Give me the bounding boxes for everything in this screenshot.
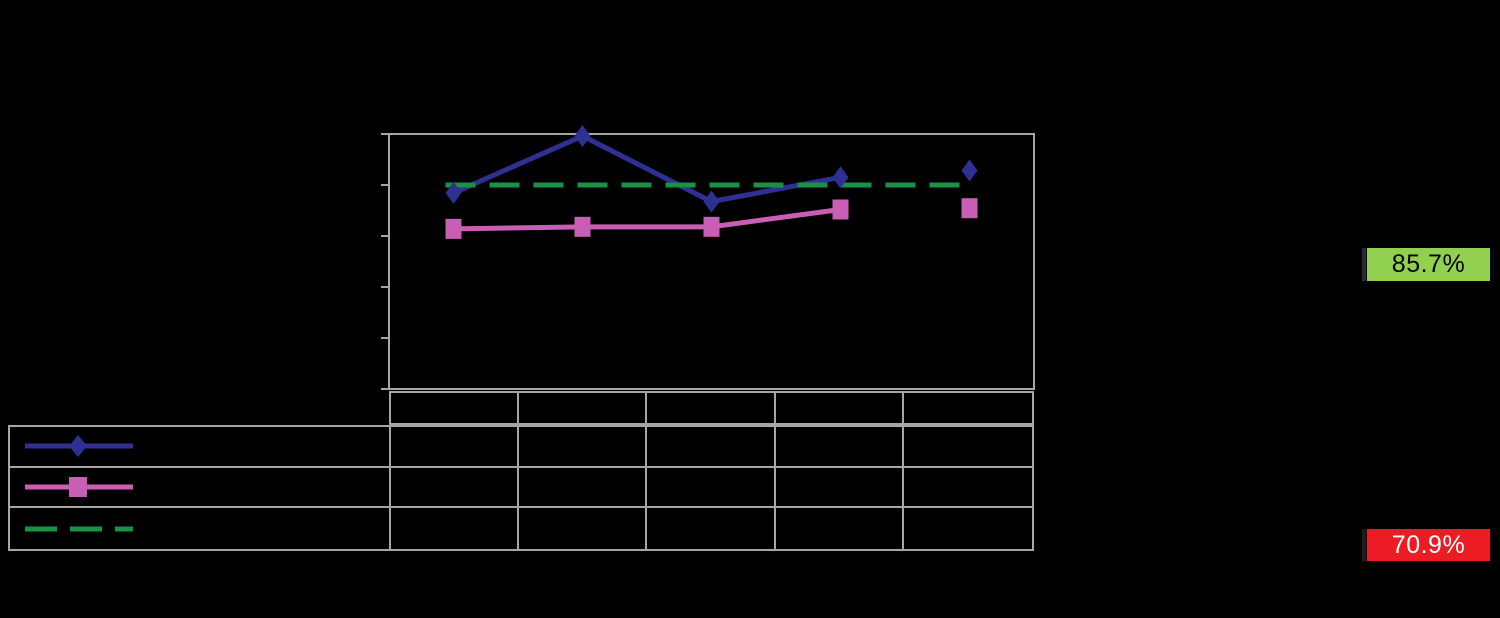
square-marker-icon bbox=[574, 216, 591, 237]
table-cell bbox=[647, 508, 776, 549]
diamond-marker-icon bbox=[961, 159, 978, 182]
square-marker-icon bbox=[445, 218, 462, 239]
data-table bbox=[8, 425, 1034, 551]
series-line-square bbox=[453, 207, 841, 232]
table-cell bbox=[904, 508, 1032, 549]
badge-value: 70.9% bbox=[1391, 530, 1466, 559]
dashed-line-marker-icon bbox=[25, 526, 133, 532]
table-cell bbox=[775, 467, 904, 509]
diamond-marker-icon bbox=[445, 181, 462, 204]
table-cell bbox=[647, 427, 776, 468]
table-cell bbox=[776, 508, 904, 549]
table-header-cell bbox=[647, 393, 776, 423]
plot-area bbox=[388, 133, 1035, 390]
table-cell bbox=[519, 467, 648, 509]
table-cell bbox=[391, 508, 520, 549]
diamond-marker-icon bbox=[574, 125, 591, 148]
metric-badge-green: 85.7% bbox=[1367, 248, 1490, 281]
table-cell bbox=[903, 427, 1032, 468]
table-cell bbox=[519, 427, 648, 468]
table-cell bbox=[647, 467, 776, 509]
table-header-row bbox=[389, 391, 1034, 425]
square-marker-icon bbox=[832, 199, 849, 220]
diamond-marker-icon bbox=[25, 435, 133, 458]
metric-badge-red: 70.9% bbox=[1367, 529, 1490, 561]
table-cell bbox=[391, 467, 520, 509]
badge-value: 85.7% bbox=[1391, 250, 1466, 278]
table-header-cell bbox=[519, 393, 648, 423]
table-header-cell bbox=[904, 393, 1032, 423]
square-marker-icon bbox=[703, 216, 720, 237]
diamond-marker-icon bbox=[832, 166, 849, 189]
legend-cell bbox=[10, 467, 391, 509]
table-header-cell bbox=[391, 393, 520, 423]
square-marker-icon bbox=[25, 476, 133, 497]
table-cell bbox=[775, 427, 904, 468]
series-line-diamond bbox=[452, 133, 841, 205]
square-marker-icon bbox=[961, 198, 978, 219]
diamond-marker-icon bbox=[703, 190, 720, 213]
table-cell bbox=[903, 468, 1032, 509]
badge-left-border bbox=[1362, 529, 1366, 561]
table-header-cell bbox=[776, 393, 904, 423]
legend-cell bbox=[10, 427, 391, 468]
legend-cell bbox=[10, 508, 391, 549]
table-cell bbox=[391, 427, 520, 468]
table-cell bbox=[519, 508, 648, 549]
badge-left-border bbox=[1362, 248, 1366, 281]
